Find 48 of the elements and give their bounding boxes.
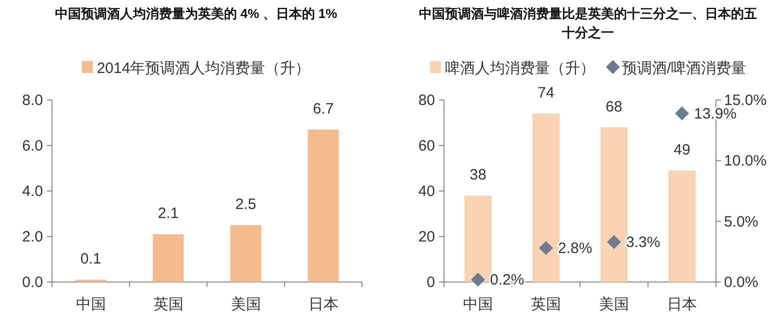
y-tick-label: 4.0 (22, 183, 43, 200)
legend-label: 预调酒/啤酒消费量 (622, 60, 746, 77)
bar (230, 225, 262, 282)
y2-tick-label: 0.0% (724, 274, 758, 291)
data-label: 2.5 (235, 196, 256, 214)
legend-label: 2014年预调酒人均消费量（升） (96, 60, 310, 77)
data-label: 2.1 (158, 205, 179, 222)
x-tick-label: 中国 (76, 296, 106, 313)
legend-label: 啤酒人均消费量（升） (444, 60, 595, 77)
y-tick-label: 80 (418, 92, 435, 109)
y2-tick-label: 15.0% (724, 92, 767, 109)
x-tick-label: 美国 (599, 296, 629, 313)
chart-title: 中国预调酒人均消费量为英美的 4% 、日本的 1% (54, 6, 338, 21)
bar (600, 127, 628, 282)
data-label: 0.1 (80, 250, 102, 268)
data-label: 74 (538, 84, 554, 102)
y-tick-label: 0.0 (22, 274, 43, 291)
point (607, 234, 621, 249)
data-label: 2.8% (558, 240, 592, 258)
x-tick-label: 日本 (308, 296, 338, 313)
y-tick-label: 40 (418, 183, 435, 200)
y-tick-label: 8.0 (22, 92, 43, 109)
bar (308, 130, 339, 282)
data-label: 68 (606, 98, 622, 116)
y-tick-label: 0 (426, 274, 435, 291)
data-label: 3.3% (626, 234, 660, 251)
y2-tick-label: 10.0% (724, 152, 767, 170)
x-tick-label: 美国 (230, 296, 261, 313)
data-label: 38 (470, 166, 486, 184)
bar (532, 114, 560, 282)
x-tick-label: 中国 (463, 296, 493, 313)
x-tick-label: 英国 (153, 296, 184, 313)
bar (668, 170, 696, 282)
y-tick-label: 2.0 (22, 228, 43, 246)
data-label: 6.7 (312, 100, 334, 118)
y-tick-label: 20 (418, 228, 435, 246)
y-tick-label: 60 (418, 138, 435, 154)
y-tick-label: 6.0 (22, 138, 43, 154)
bar (152, 234, 184, 282)
data-label: 49 (674, 142, 690, 159)
point (539, 241, 553, 256)
x-tick-label: 日本 (667, 296, 697, 313)
y2-tick-label: 5.0% (724, 213, 758, 230)
x-tick-label: 英国 (531, 296, 561, 313)
chart-title: 中国预调酒与啤酒消费量比是英美的十三分之一、日本的五十分之一 (419, 6, 757, 40)
bar (464, 196, 492, 282)
point (675, 106, 689, 120)
point (471, 272, 485, 287)
